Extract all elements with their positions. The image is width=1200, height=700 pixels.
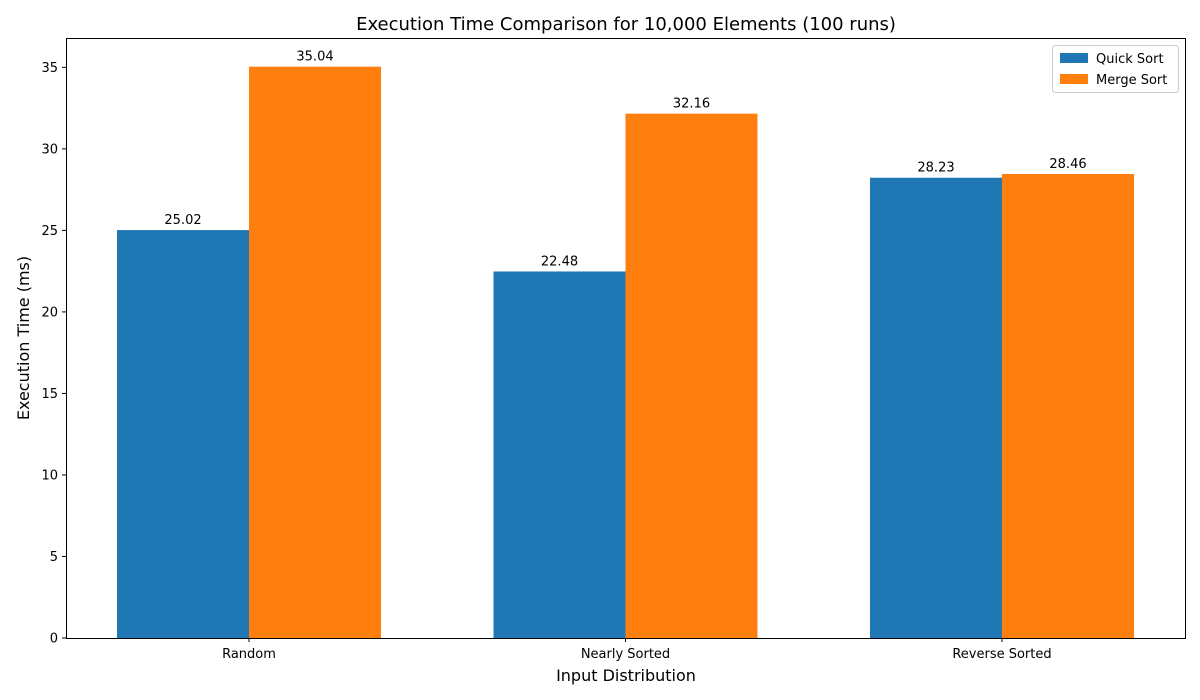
y-tick-label: 5 xyxy=(50,550,58,565)
bars-group xyxy=(117,66,1134,639)
x-axis: Random Nearly Sorted Reverse Sorted xyxy=(222,638,1052,662)
legend-label: Merge Sort xyxy=(1096,73,1167,88)
y-tick-label: 20 xyxy=(41,305,58,320)
data-labels-group: 25.02 22.48 28.23 35.04 32.16 28.46 xyxy=(164,50,1086,270)
data-label: 28.46 xyxy=(1049,157,1086,172)
y-tick-label: 15 xyxy=(41,387,58,402)
x-axis-label: Input Distribution xyxy=(556,666,696,685)
chart-title: Execution Time Comparison for 10,000 Ele… xyxy=(356,14,896,35)
x-tick-label: Random xyxy=(222,647,276,662)
y-axis-label: Execution Time (ms) xyxy=(14,256,33,420)
legend-label: Quick Sort xyxy=(1096,52,1164,67)
bar-merge-sort-0 xyxy=(249,66,381,638)
bar-merge-sort-1 xyxy=(625,113,758,639)
data-label: 32.16 xyxy=(673,97,710,112)
y-tick-label: 35 xyxy=(41,61,58,76)
y-tick-label: 30 xyxy=(41,142,58,157)
x-tick-label: Nearly Sorted xyxy=(581,647,670,662)
legend: Quick Sort Merge Sort xyxy=(1052,45,1179,93)
y-tick-label: 10 xyxy=(41,468,58,483)
y-tick-label: 0 xyxy=(50,632,58,647)
bar-merge-sort-2 xyxy=(1002,173,1134,638)
legend-swatch-merge-sort xyxy=(1060,74,1088,84)
y-tick-label: 25 xyxy=(41,224,58,239)
data-label: 35.04 xyxy=(296,50,333,65)
x-tick-label: Reverse Sorted xyxy=(952,647,1051,662)
legend-swatch-quick-sort xyxy=(1060,53,1088,63)
data-label: 25.02 xyxy=(164,213,201,228)
y-axis: 0 5 10 15 20 25 30 35 xyxy=(41,61,66,647)
bar-quick-sort-1 xyxy=(493,271,626,638)
plot-frame xyxy=(66,38,1186,639)
data-label: 28.23 xyxy=(917,161,954,176)
data-label: 22.48 xyxy=(541,254,578,269)
bar-quick-sort-0 xyxy=(117,230,249,638)
bar-quick-sort-2 xyxy=(870,177,1002,638)
